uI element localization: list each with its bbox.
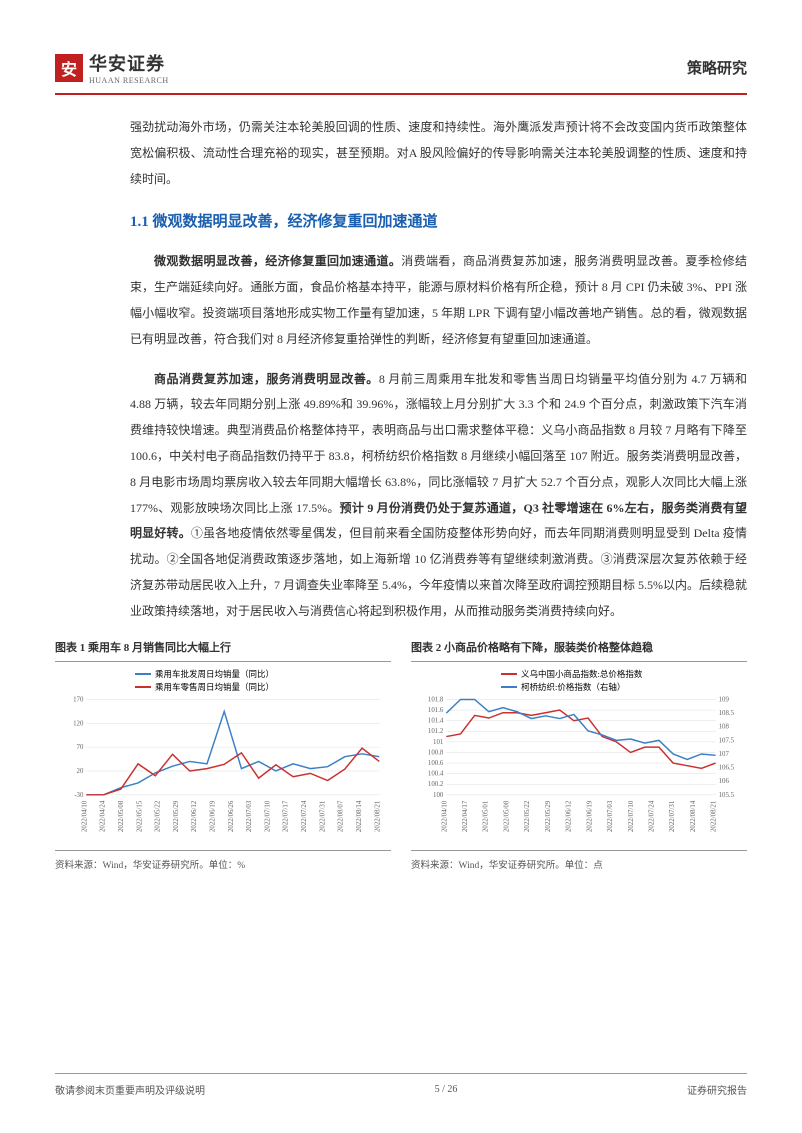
svg-text:2022/05/08: 2022/05/08 [118,800,125,832]
chart2-legend-label-2: 柯桥纺织:价格指数（右轴） [521,681,625,693]
svg-text:108: 108 [719,723,730,730]
intro-paragraph: 强劲扰动海外市场，仍需关注本轮美股回调的性质、速度和持续性。海外鹰派发声预计将不… [130,115,747,192]
legend-line-icon [135,686,151,688]
svg-text:109: 109 [719,696,730,703]
chart1-source: 资料来源：Wind，华安证券研究所。单位：% [55,857,391,871]
chart2-box: 义乌中国小商品指数:总价格指数 柯桥纺织:价格指数（右轴） 100100.210… [411,661,747,851]
chart1-block: 图表 1 乘用车 8 月销售同比大幅上行 乘用车批发周日均销量（同比） 乘用车零… [55,639,391,871]
chart2-svg: 100 100.2 100.4 100.6 100.8 101 101.2 101.4 101.… [413,670,745,842]
svg-text:2022/04/24: 2022/04/24 [100,800,107,832]
logo-icon: 安 [55,54,83,82]
svg-text:2022/04/10: 2022/04/10 [81,800,88,832]
paragraph-2: 微观数据明显改善，经济修复重回加速通道。消费端看，商品消费复苏加速，服务消费明显… [130,249,747,352]
svg-text:2022/04/10: 2022/04/10 [441,800,448,832]
svg-text:2022/05/15: 2022/05/15 [136,800,143,832]
svg-text:105.5: 105.5 [719,791,735,798]
svg-text:2022/04/17: 2022/04/17 [462,800,469,832]
footer-right: 证券研究报告 [687,1082,747,1097]
svg-text:2022/07/10: 2022/07/10 [628,800,635,832]
paragraph-3: 商品消费复苏加速，服务消费明显改善。8 月前三周乘用车批发和零售当周日均销量平均… [130,367,747,625]
svg-text:101.2: 101.2 [428,728,444,735]
chart2-legend-item-2: 柯桥纺织:价格指数（右轴） [501,681,642,693]
svg-text:106.5: 106.5 [719,764,735,771]
header-category: 策略研究 [687,57,747,78]
para3-bold1: 商品消费复苏加速，服务消费明显改善。 [154,372,379,386]
svg-text:2022/05/22: 2022/05/22 [524,800,531,832]
svg-text:101.4: 101.4 [428,717,444,724]
svg-text:107: 107 [719,750,730,757]
svg-text:101: 101 [433,738,444,745]
svg-text:2022/07/03: 2022/07/03 [607,800,614,832]
svg-text:-30: -30 [74,791,84,798]
svg-text:2022/07/17: 2022/07/17 [283,800,290,832]
chart2-title: 图表 2 小商品价格略有下降，服装类价格整体趋稳 [411,639,747,655]
para3-mid: 8 月前三周乘用车批发和零售当周日均销量平均值分别为 4.7 万辆和 4.88 … [130,372,747,515]
svg-text:2022/08/14: 2022/08/14 [690,800,697,832]
company-name-zh: 华安证券 [89,50,169,76]
footer-left: 敬请参阅末页重要声明及评级说明 [55,1082,205,1097]
svg-text:120: 120 [73,720,84,727]
svg-text:2022/05/29: 2022/05/29 [545,800,552,832]
page-footer: 敬请参阅末页重要声明及评级说明 5 / 26 证券研究报告 [55,1073,747,1097]
svg-text:100.4: 100.4 [428,770,444,777]
svg-text:2022/06/26: 2022/06/26 [228,800,235,832]
svg-text:2022/07/10: 2022/07/10 [264,800,271,832]
svg-text:2022/06/12: 2022/06/12 [566,800,573,832]
svg-text:100.8: 100.8 [428,749,444,756]
chart2-legend-item-1: 义乌中国小商品指数:总价格指数 [501,668,642,680]
svg-text:101.6: 101.6 [428,707,444,714]
section-title-1-1: 1.1 微观数据明显改善，经济修复重回加速通道 [130,210,747,231]
svg-text:100.2: 100.2 [428,781,444,788]
legend-line-icon [501,673,517,675]
company-name-block: 华安证券 HUAAN RESEARCH [89,50,169,85]
svg-text:2022/05/22: 2022/05/22 [155,800,162,832]
footer-page-number: 5 / 26 [435,1084,458,1095]
chart1-svg: -30 20 70 120 170 2022/04/10 2022/04/24 2022/05… [57,670,389,842]
svg-text:106: 106 [719,778,730,785]
svg-text:2022/08/21: 2022/08/21 [374,800,381,832]
svg-text:2022/06/19: 2022/06/19 [586,800,593,832]
svg-text:107.5: 107.5 [719,737,735,744]
content-body: 强劲扰动海外市场，仍需关注本轮美股回调的性质、速度和持续性。海外鹰派发声预计将不… [55,115,747,871]
svg-text:108.5: 108.5 [719,710,735,717]
chart2-legend: 义乌中国小商品指数:总价格指数 柯桥纺织:价格指数（右轴） [501,668,642,693]
chart1-title: 图表 1 乘用车 8 月销售同比大幅上行 [55,639,391,655]
chart1-box: 乘用车批发周日均销量（同比） 乘用车零售周日均销量（同比） -30 20 70 120… [55,661,391,851]
svg-text:2022/07/03: 2022/07/03 [246,800,253,832]
charts-row: 图表 1 乘用车 8 月销售同比大幅上行 乘用车批发周日均销量（同比） 乘用车零… [55,639,747,871]
chart2-source: 资料来源：Wind，华安证券研究所。单位：点 [411,857,747,871]
logo-area: 安 华安证券 HUAAN RESEARCH [55,50,169,85]
svg-text:2022/06/12: 2022/06/12 [191,800,198,832]
svg-text:2022/05/29: 2022/05/29 [173,800,180,832]
svg-text:2022/08/14: 2022/08/14 [356,800,363,832]
svg-text:2022/08/07: 2022/08/07 [338,800,345,832]
svg-text:100.6: 100.6 [428,760,444,767]
legend-line-icon [135,673,151,675]
page-header: 安 华安证券 HUAAN RESEARCH 策略研究 [55,50,747,95]
svg-text:2022/07/24: 2022/07/24 [648,800,655,832]
svg-text:2022/07/24: 2022/07/24 [301,800,308,832]
svg-text:170: 170 [73,696,84,703]
svg-text:2022/07/31: 2022/07/31 [669,800,676,832]
chart1-legend-label-2: 乘用车零售周日均销量（同比） [155,681,274,693]
para3-rest: ①虽各地疫情依然零星偶发，但目前来看全国防疫整体形势向好，而去年同期消费则明显受… [130,526,747,617]
svg-text:100: 100 [433,791,444,798]
legend-line-icon [501,686,517,688]
svg-text:2022/05/08: 2022/05/08 [503,800,510,832]
company-name-en: HUAAN RESEARCH [89,76,169,85]
svg-text:70: 70 [77,744,84,751]
chart2-block: 图表 2 小商品价格略有下降，服装类价格整体趋稳 义乌中国小商品指数:总价格指数… [411,639,747,871]
svg-text:2022/08/21: 2022/08/21 [711,800,718,832]
svg-text:2022/07/31: 2022/07/31 [319,800,326,832]
svg-text:101.8: 101.8 [428,696,444,703]
chart1-legend-item-1: 乘用车批发周日均销量（同比） [135,668,274,680]
svg-text:2022/05/01: 2022/05/01 [483,800,490,832]
svg-text:2022/06/19: 2022/06/19 [210,800,217,832]
svg-text:20: 20 [77,768,84,775]
chart1-legend-item-2: 乘用车零售周日均销量（同比） [135,681,274,693]
chart1-legend-label-1: 乘用车批发周日均销量（同比） [155,668,274,680]
chart2-legend-label-1: 义乌中国小商品指数:总价格指数 [521,668,642,680]
para2-bold: 微观数据明显改善，经济修复重回加速通道。 [154,254,401,268]
chart1-legend: 乘用车批发周日均销量（同比） 乘用车零售周日均销量（同比） [135,668,274,693]
